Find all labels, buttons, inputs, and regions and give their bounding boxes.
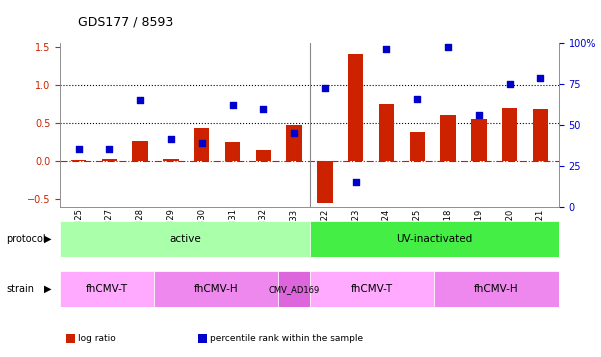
Point bbox=[289, 130, 299, 136]
Point bbox=[505, 81, 514, 87]
Bar bbox=[317, 161, 332, 203]
Point bbox=[166, 136, 175, 142]
Text: fhCMV-H: fhCMV-H bbox=[474, 284, 519, 294]
Bar bbox=[225, 142, 240, 161]
Bar bbox=[532, 109, 548, 161]
Bar bbox=[132, 141, 148, 161]
Bar bbox=[102, 159, 117, 161]
Bar bbox=[71, 160, 87, 161]
Bar bbox=[255, 150, 271, 161]
Point bbox=[474, 112, 484, 117]
Text: GDS177 / 8593: GDS177 / 8593 bbox=[78, 16, 173, 29]
Text: strain: strain bbox=[6, 284, 34, 294]
Bar bbox=[410, 132, 425, 161]
FancyBboxPatch shape bbox=[435, 271, 559, 307]
FancyBboxPatch shape bbox=[60, 221, 310, 257]
FancyBboxPatch shape bbox=[154, 271, 278, 307]
Point bbox=[228, 102, 237, 108]
Point bbox=[135, 97, 145, 103]
Point bbox=[197, 140, 207, 146]
Bar bbox=[287, 125, 302, 161]
Bar bbox=[163, 159, 178, 161]
Text: percentile rank within the sample: percentile rank within the sample bbox=[210, 334, 364, 343]
Bar bbox=[441, 115, 456, 161]
Point bbox=[74, 146, 84, 152]
Text: ▶: ▶ bbox=[44, 234, 51, 244]
Point bbox=[105, 146, 114, 152]
Bar bbox=[379, 104, 394, 161]
Point bbox=[258, 106, 268, 111]
Point bbox=[444, 44, 453, 50]
Text: log ratio: log ratio bbox=[78, 334, 116, 343]
Text: active: active bbox=[169, 234, 201, 244]
Text: protocol: protocol bbox=[6, 234, 46, 244]
Point bbox=[351, 180, 361, 185]
FancyBboxPatch shape bbox=[310, 221, 559, 257]
Point bbox=[412, 96, 422, 101]
Text: ▶: ▶ bbox=[44, 284, 51, 294]
Bar bbox=[194, 129, 209, 161]
Point bbox=[535, 75, 545, 81]
Point bbox=[382, 46, 391, 52]
Bar bbox=[502, 108, 517, 161]
Bar bbox=[471, 119, 487, 161]
Text: UV-inactivated: UV-inactivated bbox=[396, 234, 472, 244]
Text: CMV_AD169: CMV_AD169 bbox=[268, 285, 320, 294]
FancyBboxPatch shape bbox=[60, 271, 154, 307]
FancyBboxPatch shape bbox=[278, 271, 310, 307]
Bar bbox=[348, 54, 364, 161]
Text: fhCMV-H: fhCMV-H bbox=[194, 284, 239, 294]
Text: fhCMV-T: fhCMV-T bbox=[351, 284, 393, 294]
FancyBboxPatch shape bbox=[310, 271, 435, 307]
Point bbox=[320, 85, 330, 90]
Text: fhCMV-T: fhCMV-T bbox=[86, 284, 128, 294]
